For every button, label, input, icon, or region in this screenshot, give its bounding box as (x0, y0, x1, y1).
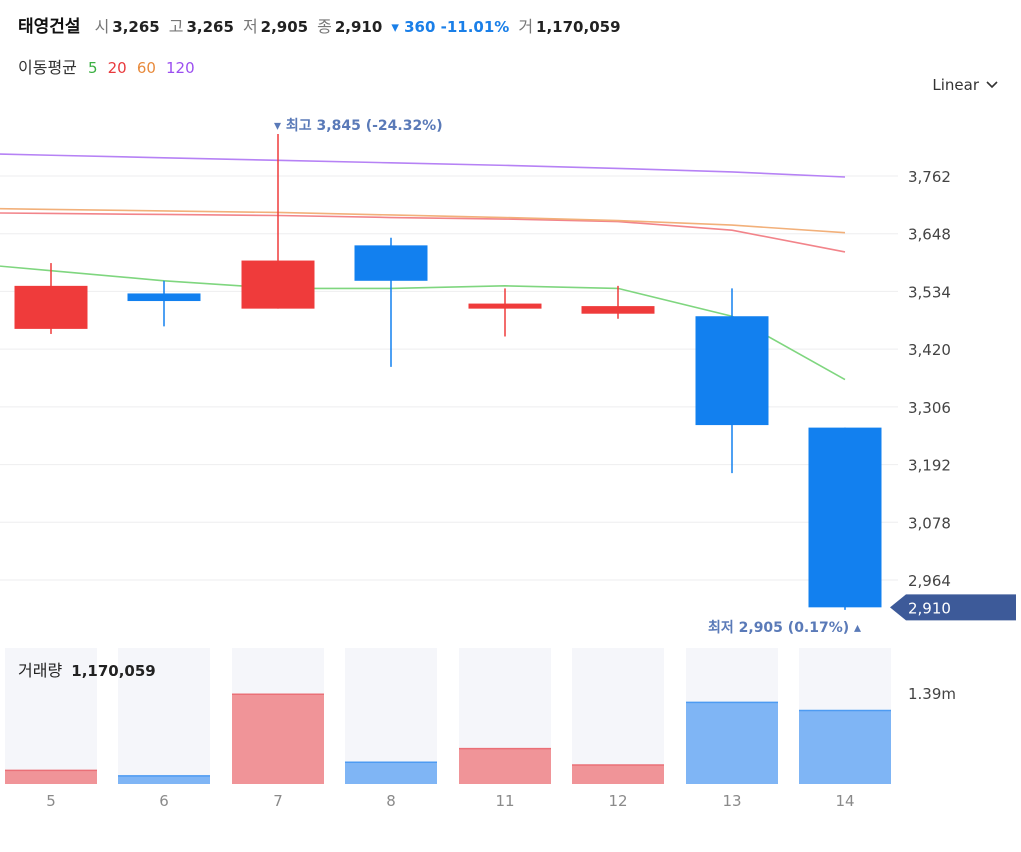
change-text: ▾ 360 -11.01% (391, 18, 510, 36)
high-value: 3,265 (186, 18, 234, 36)
volume-title-label: 거래량 (18, 661, 63, 680)
x-tick-label: 6 (159, 792, 169, 810)
x-tick-label: 13 (722, 792, 741, 810)
volume-bar (572, 764, 664, 784)
scale-selector[interactable]: Linear (932, 76, 999, 94)
ma-20-label: 20 (107, 59, 127, 77)
volume-bar (686, 702, 778, 784)
y-tick-label: 3,762 (908, 168, 951, 186)
y-tick-label: 3,534 (908, 283, 951, 301)
current-price-tag (890, 594, 1016, 621)
ma-title: 이동평균 (18, 58, 77, 77)
scale-label: Linear (932, 76, 979, 94)
ma-line-60 (0, 207, 846, 234)
open-value: 3,265 (112, 18, 160, 36)
current-price-label: 2,910 (908, 599, 951, 617)
y-tick-label: 3,192 (908, 457, 951, 475)
ma-line-20 (0, 212, 846, 253)
volume-label: 거 (518, 17, 534, 36)
stock-header: 태영건설 시 3,265 고 3,265 저 2,905 종 2,910 ▾ 3… (18, 12, 630, 38)
moving-average-legend: 이동평균 5 20 60 120 (18, 54, 200, 78)
open-label: 시 (94, 17, 110, 36)
y-tick-label: 3,078 (908, 514, 951, 532)
max-annotation: ▾ 최고 3,845 (-24.32%) (274, 118, 443, 134)
y-tick-label: 2,964 (908, 572, 951, 590)
candle-body (695, 316, 769, 426)
x-tick-label: 12 (608, 792, 627, 810)
stock-name: 태영건설 (18, 17, 81, 37)
candle-body (14, 285, 88, 329)
close-label: 종 (317, 17, 332, 36)
volume-bg (5, 648, 97, 784)
low-value: 2,905 (260, 18, 309, 36)
x-tick-label: 8 (386, 792, 396, 810)
low-label: 저 (242, 17, 258, 36)
ma-60-label: 60 (136, 59, 156, 77)
ma-line-120 (0, 153, 846, 178)
candle-body (241, 260, 315, 309)
volume-bar (799, 710, 891, 784)
ma-120-label: 120 (166, 59, 195, 77)
volume-bar (459, 748, 551, 784)
volume-bg (118, 648, 210, 784)
candle-body (581, 306, 655, 314)
volume-bar (118, 775, 210, 784)
candle-body (127, 293, 201, 302)
volume-bg (345, 648, 437, 784)
x-tick-label: 7 (273, 792, 283, 810)
x-tick-label: 14 (835, 792, 854, 810)
volume-title-value: 1,170,059 (71, 662, 156, 680)
volume-axis-label: 1.39m (908, 685, 956, 703)
y-tick-label: 3,420 (908, 341, 951, 359)
chevron-down-icon (986, 81, 998, 89)
volume-bg (572, 648, 664, 784)
y-tick-label: 3,306 (908, 399, 951, 417)
volume-bar (345, 762, 437, 784)
high-label: 고 (168, 17, 184, 36)
candle-body (808, 427, 882, 608)
x-tick-label: 11 (495, 792, 514, 810)
volume-bar (232, 694, 324, 784)
ma-5-label: 5 (87, 59, 98, 77)
candle-body (468, 303, 542, 309)
volume-title: 거래량 1,170,059 (18, 657, 156, 681)
volume-value: 1,170,059 (536, 18, 621, 36)
candle-body (354, 245, 428, 281)
x-tick-label: 5 (46, 792, 56, 810)
volume-bar (5, 770, 97, 784)
close-value: 2,910 (334, 18, 383, 36)
y-tick-label: 3,648 (908, 226, 951, 244)
min-annotation: 최저 2,905 (0.17%) ▴ (708, 620, 861, 636)
